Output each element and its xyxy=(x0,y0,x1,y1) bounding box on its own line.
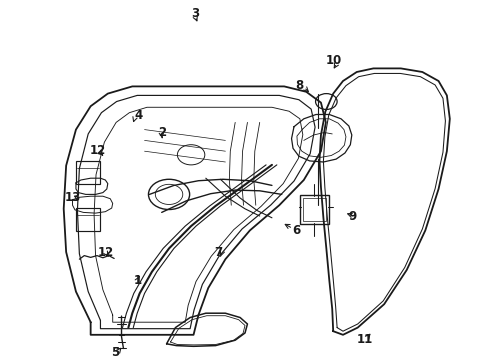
Text: 1: 1 xyxy=(134,274,142,287)
Text: 8: 8 xyxy=(295,79,303,92)
Text: 5: 5 xyxy=(111,346,119,359)
Text: 7: 7 xyxy=(214,246,222,258)
Text: 2: 2 xyxy=(158,126,166,139)
Text: 3: 3 xyxy=(191,7,199,20)
Text: 12: 12 xyxy=(97,246,114,258)
Text: 10: 10 xyxy=(326,54,343,67)
Text: 6: 6 xyxy=(293,224,300,237)
Text: 9: 9 xyxy=(349,210,357,222)
Text: 11: 11 xyxy=(357,333,373,346)
Text: 4: 4 xyxy=(134,109,142,122)
Text: 12: 12 xyxy=(90,144,106,157)
Text: 13: 13 xyxy=(64,191,81,204)
